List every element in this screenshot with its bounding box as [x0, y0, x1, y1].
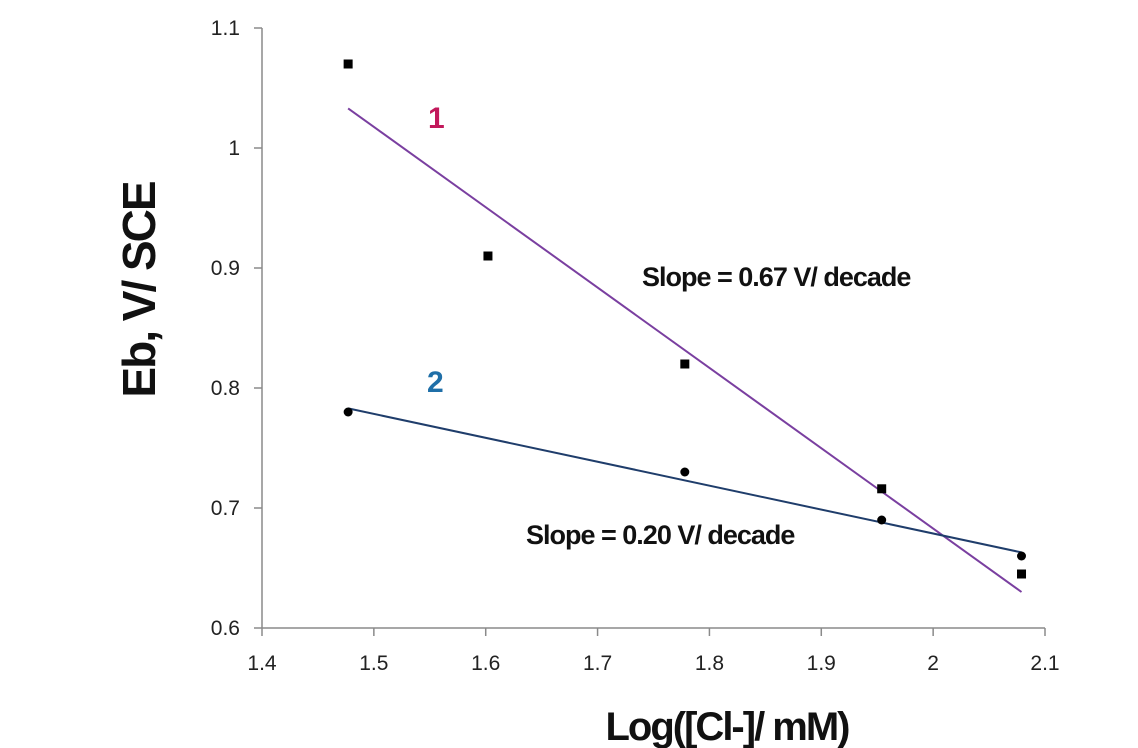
series-1-fit-line	[347, 107, 1023, 593]
series-1-point	[680, 359, 690, 369]
x-tick-label: 1.8	[695, 652, 724, 675]
x-tick-label: 1.9	[807, 652, 836, 675]
y-tick-label: 0.9	[211, 257, 240, 280]
y-axis-title: Eb, V/ SCE	[113, 182, 165, 397]
series-2-point	[680, 467, 690, 477]
y-tick-label: 1	[228, 137, 240, 160]
series-1-point	[483, 251, 493, 261]
series-2-point	[343, 407, 353, 417]
x-tick-label: 1.5	[359, 652, 388, 675]
series-1-label: 1	[428, 102, 445, 135]
x-tick-label: 1.4	[247, 652, 277, 675]
markers	[343, 59, 1027, 579]
x-axis-title: Log([Cl-]/ mM)	[605, 705, 849, 748]
y-tick-label: 0.6	[211, 617, 240, 640]
x-ticks: 1.4 1.5 1.6 1.7 1.8 1.9 2 2.1	[247, 628, 1060, 675]
x-tick-label: 2.1	[1030, 652, 1059, 675]
y-tick-label: 0.8	[211, 377, 240, 400]
series-1-point	[877, 484, 887, 494]
slope-annotation-1: Slope = 0.67 V/ decade	[642, 262, 911, 292]
series-2-point	[1017, 551, 1027, 561]
series-2-point	[877, 515, 887, 525]
series-2-label: 2	[427, 366, 444, 399]
x-tick-label: 1.7	[583, 652, 612, 675]
y-tick-label: 1.1	[211, 17, 240, 40]
fit-lines	[347, 107, 1023, 593]
series-1-point	[343, 59, 353, 69]
y-ticks: 0.6 0.7 0.8 0.9 1 1.1	[211, 17, 262, 640]
x-tick-label: 1.6	[471, 652, 500, 675]
x-tick-label: 2	[927, 652, 939, 675]
series-2-fit-line	[347, 407, 1022, 554]
y-tick-label: 0.7	[211, 497, 240, 520]
series-1-point	[1017, 569, 1027, 579]
slope-annotation-2: Slope = 0.20 V/ decade	[526, 520, 795, 550]
